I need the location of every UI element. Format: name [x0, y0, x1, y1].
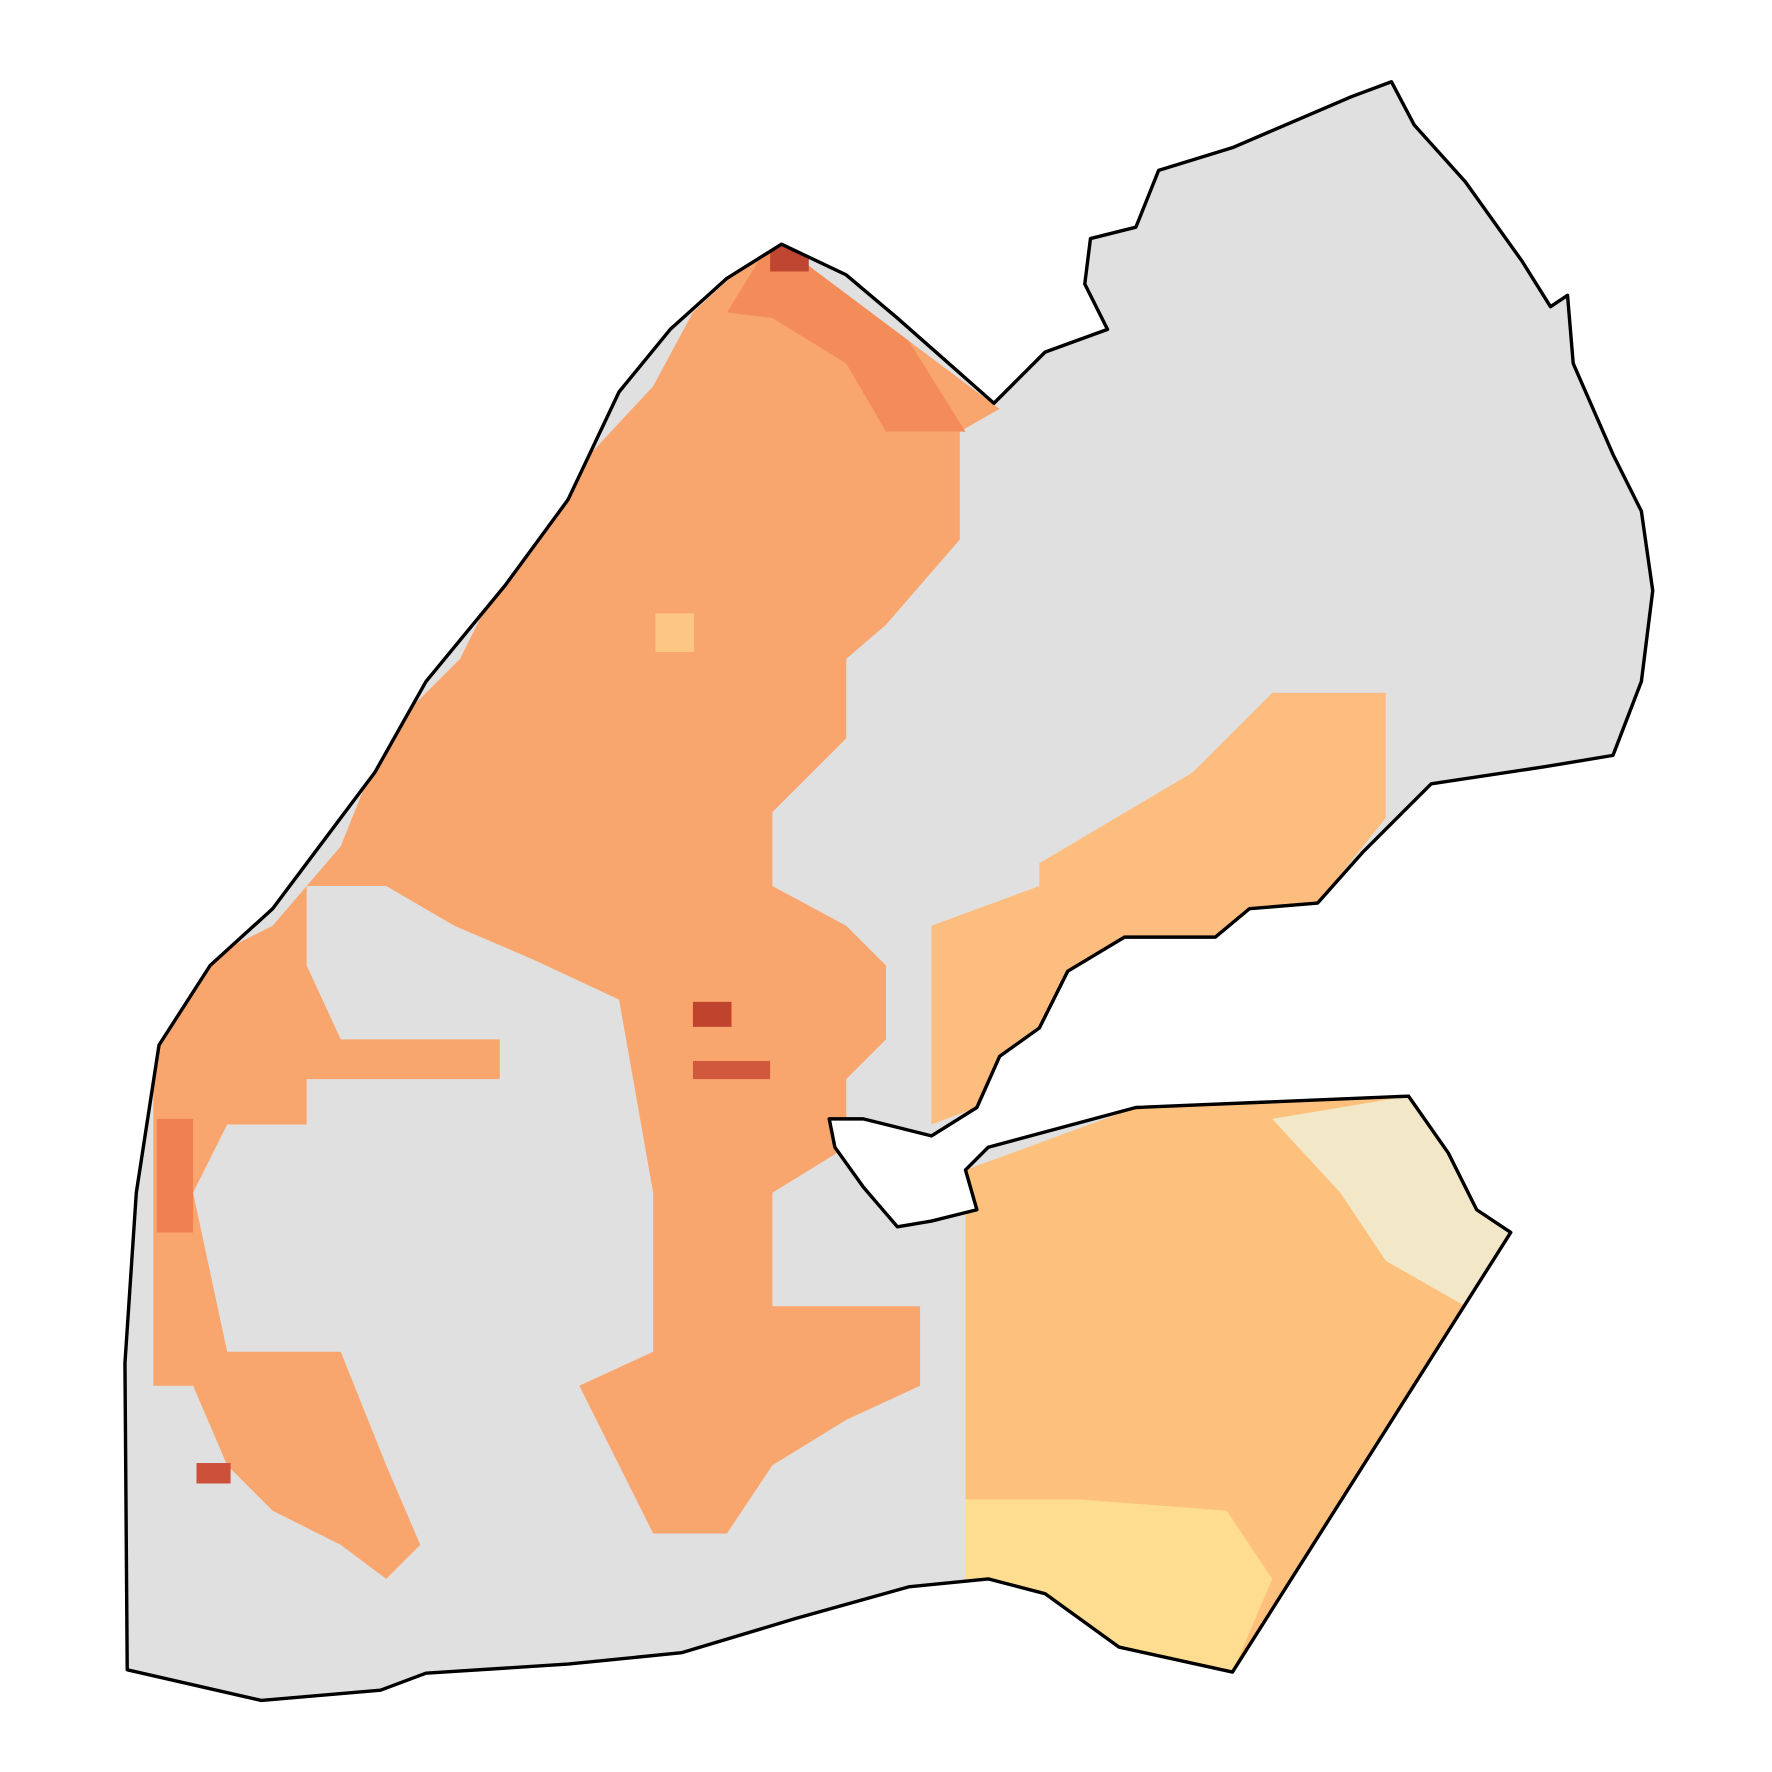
western-cells: [153, 238, 1000, 1579]
southern-cells: [965, 1499, 1273, 1673]
peak-cell: [770, 232, 809, 272]
high-cell: [692, 1060, 771, 1080]
country-border: [123, 80, 1655, 1703]
light-cell: [655, 613, 695, 653]
coastal-cells: [1272, 1096, 1511, 1307]
edge-cells: [156, 1118, 194, 1233]
high-cell: [692, 1001, 732, 1027]
high-cell: [196, 1463, 231, 1484]
northern-cells: [726, 238, 966, 432]
